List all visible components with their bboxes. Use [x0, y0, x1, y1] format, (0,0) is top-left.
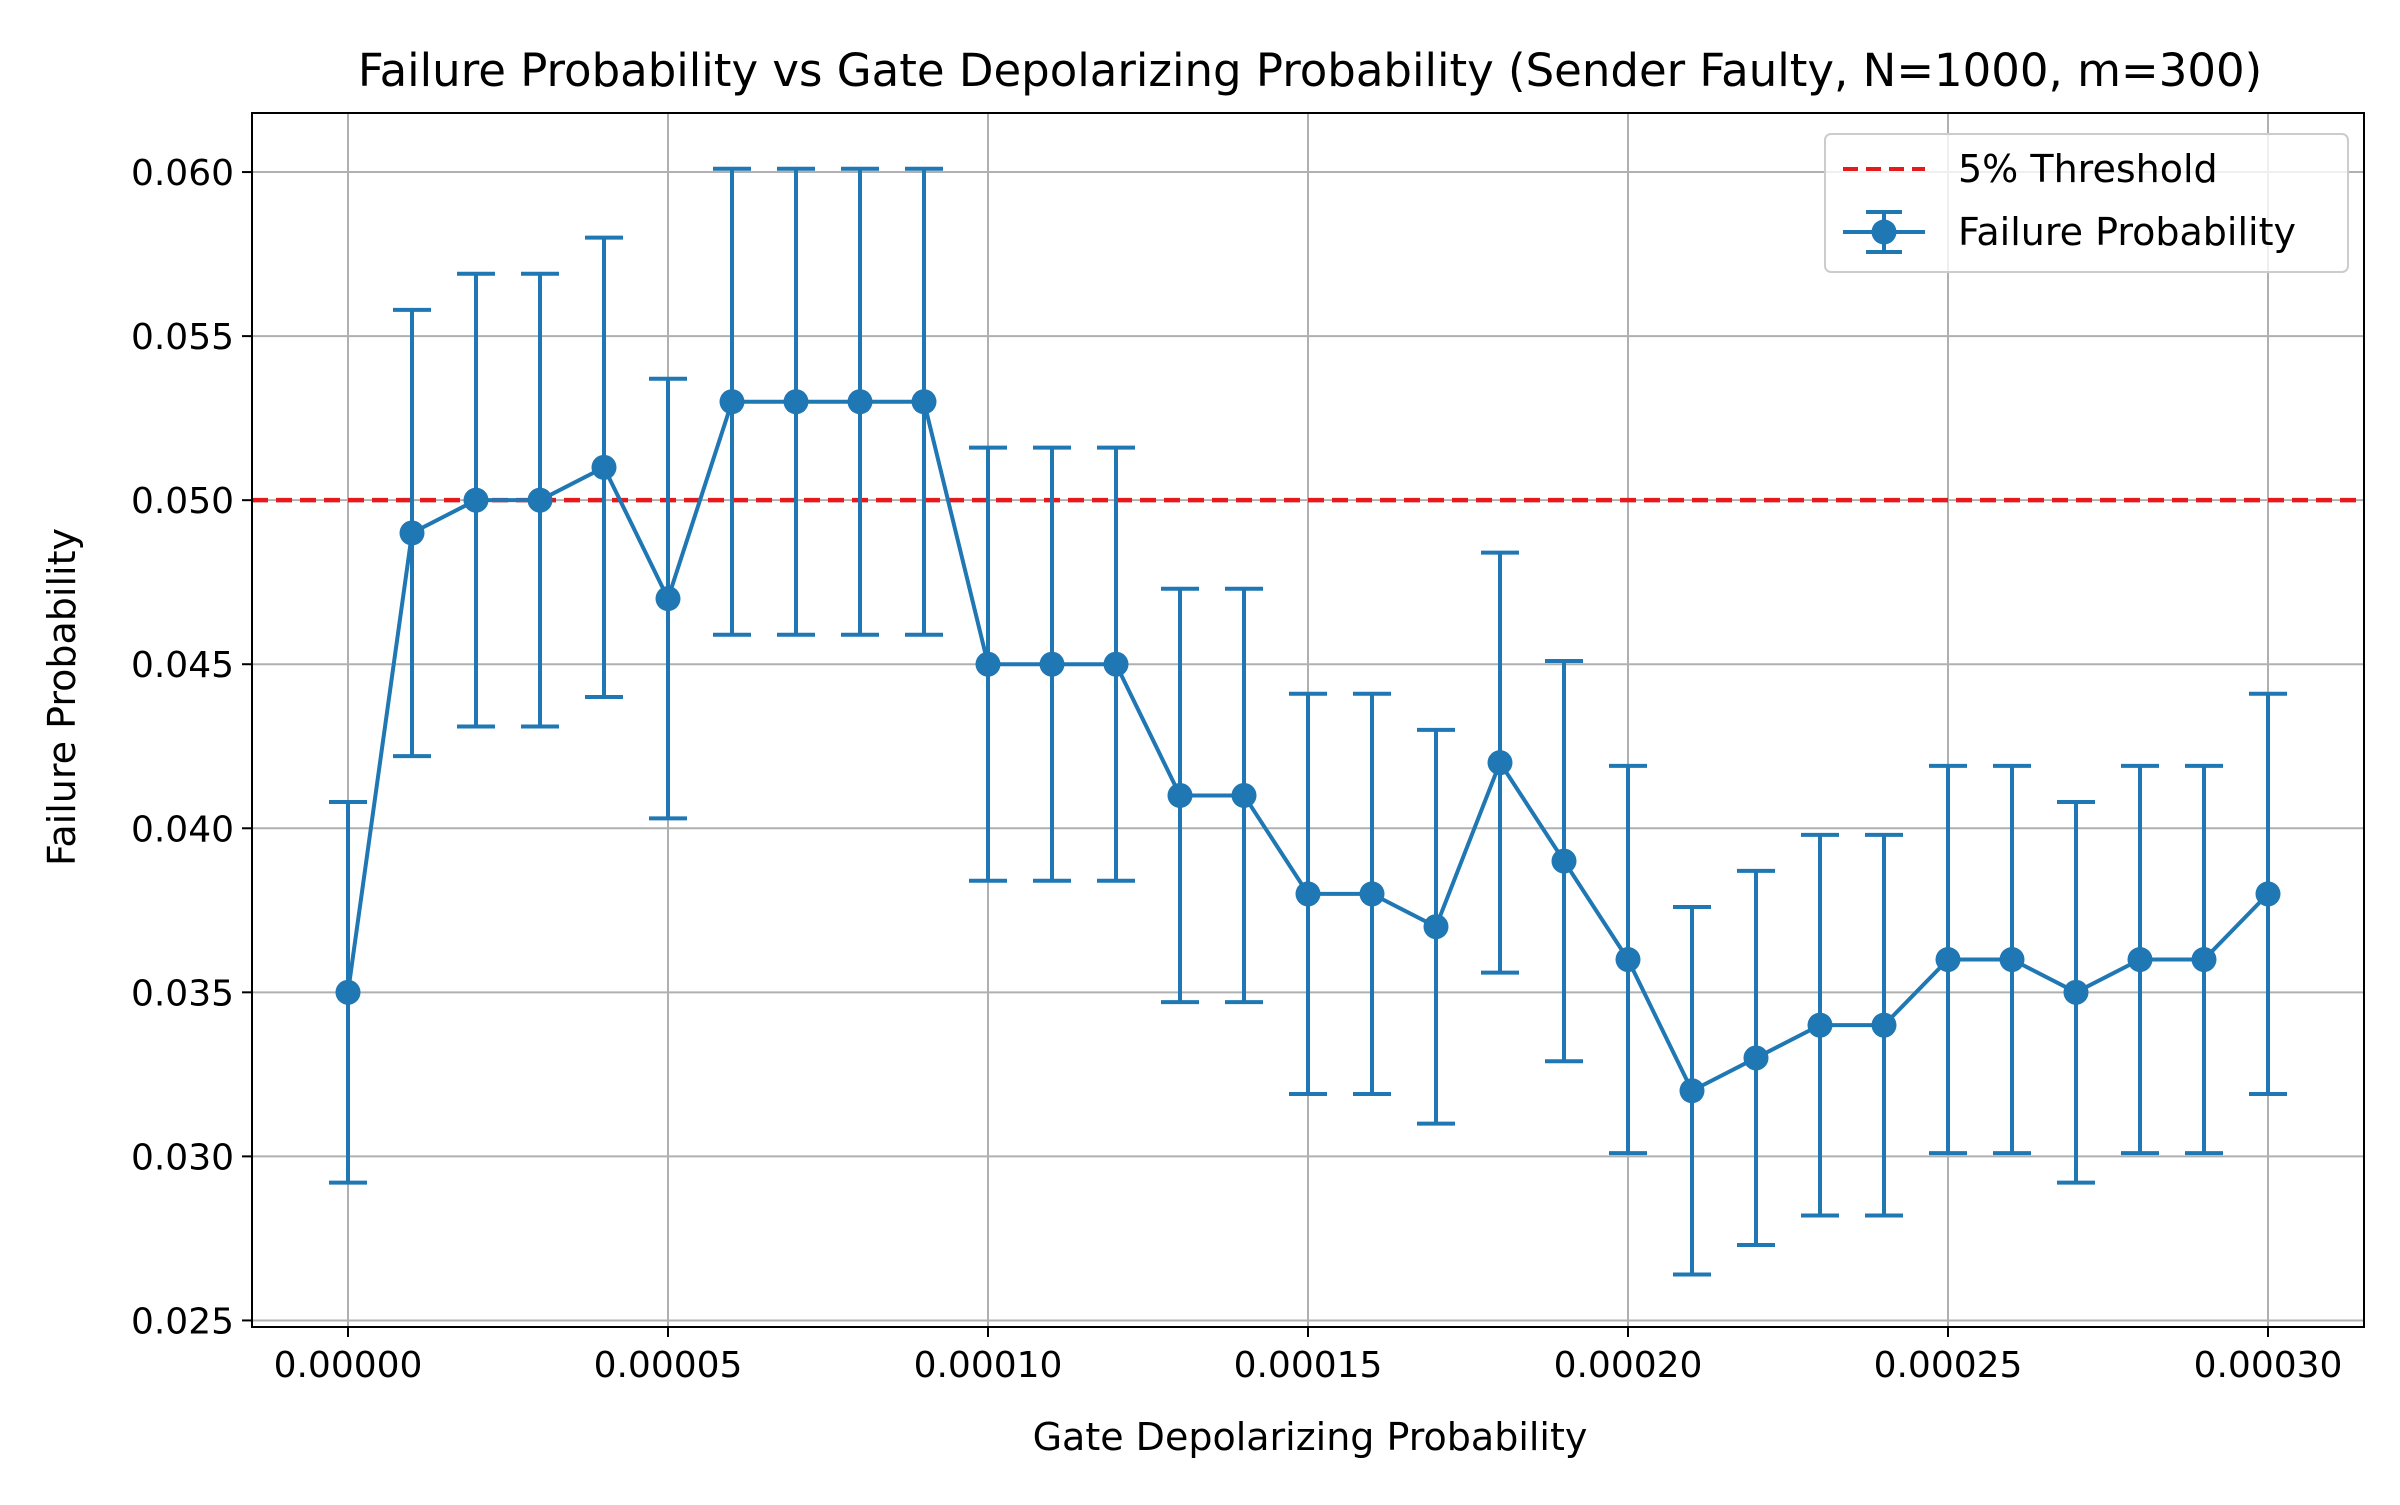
- data-point: [1551, 848, 1577, 874]
- data-point: [1423, 914, 1449, 940]
- data-point: [1359, 881, 1385, 907]
- legend-box: [1824, 133, 2349, 273]
- legend-series-label: Failure Probability: [1958, 210, 2296, 254]
- data-point: [1039, 651, 1065, 677]
- error-bars: [329, 166, 2287, 1277]
- data-point: [1615, 947, 1641, 973]
- data-point: [2127, 947, 2153, 973]
- y-tick-label: 0.025: [131, 1301, 234, 1342]
- x-tick-label: 0.00000: [274, 1345, 423, 1386]
- data-point: [1807, 1012, 1833, 1038]
- data-point: [591, 454, 617, 480]
- x-axis-label: Gate Depolarizing Probability: [1033, 1415, 1588, 1459]
- data-point: [1295, 881, 1321, 907]
- data-point: [399, 520, 425, 546]
- data-point: [911, 389, 937, 415]
- data-point: [2191, 947, 2217, 973]
- data-point: [783, 389, 809, 415]
- y-tick-label: 0.030: [131, 1137, 234, 1178]
- data-point: [1487, 750, 1513, 776]
- y-tick-label: 0.040: [131, 809, 234, 850]
- legend: 5% Threshold Failure Probability: [1824, 133, 2349, 273]
- chart-title: Failure Probability vs Gate Depolarizing…: [358, 44, 2262, 97]
- data-point: [655, 586, 681, 612]
- data-point: [463, 487, 489, 513]
- data-point: [1231, 782, 1257, 808]
- ticks: 0.00000 0.00005 0.00010 0.00015 0.00020 0.000…: [131, 153, 2343, 1386]
- data-point: [1871, 1012, 1897, 1038]
- x-tick-label: 0.00020: [1554, 1345, 1703, 1386]
- legend-threshold-label: 5% Threshold: [1958, 147, 2218, 191]
- y-tick-label: 0.035: [131, 973, 234, 1014]
- data-point: [2063, 979, 2089, 1005]
- y-tick-label: 0.055: [131, 317, 234, 358]
- data-point: [1743, 1045, 1769, 1071]
- y-tick-label: 0.045: [131, 645, 234, 686]
- legend-series-marker: [1871, 219, 1897, 245]
- y-axis-label: Failure Probability: [40, 528, 84, 866]
- data-point: [1103, 651, 1129, 677]
- data-point: [1679, 1078, 1705, 1104]
- legend-series-swatch: [1843, 210, 1925, 254]
- data-point: [2255, 881, 2281, 907]
- data-point: [335, 979, 361, 1005]
- x-tick-label: 0.00010: [914, 1345, 1063, 1386]
- data-point: [1935, 947, 1961, 973]
- data-point: [847, 389, 873, 415]
- y-tick-label: 0.050: [131, 481, 234, 522]
- data-point: [719, 389, 745, 415]
- data-point: [1167, 782, 1193, 808]
- x-tick-label: 0.00015: [1234, 1345, 1383, 1386]
- data-point: [527, 487, 553, 513]
- data-point: [1999, 947, 2025, 973]
- data-point: [975, 651, 1001, 677]
- y-tick-label: 0.060: [131, 153, 234, 194]
- x-tick-label: 0.00025: [1874, 1345, 2023, 1386]
- x-tick-label: 0.00005: [594, 1345, 743, 1386]
- series-layer: [335, 389, 2281, 1104]
- x-tick-label: 0.00030: [2194, 1345, 2343, 1386]
